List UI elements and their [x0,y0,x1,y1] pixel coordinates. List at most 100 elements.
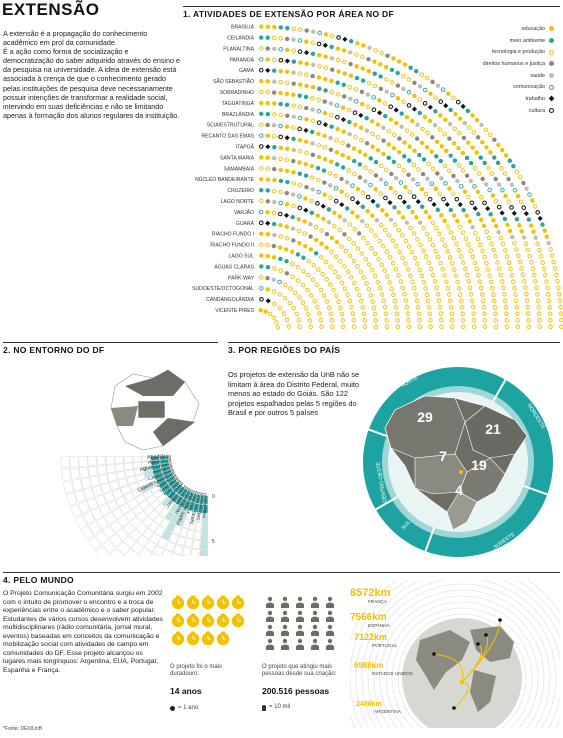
activity-dot [316,143,321,148]
activity-dot [384,167,389,173]
activity-dot [320,272,325,277]
activity-dot [384,212,389,218]
activity-dot [339,202,345,208]
activity-dot [324,231,330,237]
activity-dot [474,117,480,123]
activity-dot [485,206,491,212]
legend-item: cultura [430,105,554,117]
activity-dot [417,97,423,102]
activity-dot [440,237,445,242]
activity-dot [427,311,433,317]
activity-dot [455,178,460,184]
activity-dot [446,292,452,297]
activity-dot [456,163,462,168]
activity-dot [265,188,270,193]
activity-dot [373,233,378,238]
activity-dot [406,77,412,82]
activity-dot [348,96,353,102]
area-label: CANDANGOLÂNDIA [206,296,254,303]
activity-dot [519,229,524,234]
activity-dot [409,249,415,255]
activity-dot [451,213,457,218]
activity-dot [460,311,465,317]
activity-dot [285,179,290,185]
activity-dot [365,208,370,214]
activity-dot [305,287,310,293]
activity-dot [493,223,499,229]
activity-dot [354,286,360,292]
activity-dot [387,200,393,206]
activity-dot [304,72,309,77]
activity-dot [491,292,496,297]
activity-dot [396,163,402,169]
activity-dot [258,275,264,280]
intro-paragraph-1: A extensão é a propagação do conheciment… [3,29,148,48]
activity-dot [414,298,420,304]
area-row: CANDANGOLÂNDIA [206,296,291,331]
activity-dot [303,207,309,213]
activity-dot [364,128,370,133]
activity-dot [265,242,270,248]
world-text: O Projeto Comunicação Comunitária surgiu… [3,590,163,674]
activity-dot [329,249,334,255]
activity-dot [535,292,540,297]
activity-dot [349,275,354,280]
activity-dot [534,285,539,291]
activity-dot [504,254,510,259]
activity-dot [470,304,476,310]
activity-dot [471,130,477,135]
activity-dot [438,317,444,323]
activity-dot [278,200,284,206]
area-row: RIACHO FUNDO I [212,231,357,331]
activity-dot [381,298,386,304]
activity-dot [505,222,510,228]
legend-swatch [549,38,554,44]
activity-dot [337,227,342,233]
activity-dot [430,79,435,85]
activity-dot [433,248,438,254]
activity-dot [288,286,293,291]
activity-dot [419,186,425,192]
area-label: RECANTO DAS EMAS [201,134,254,140]
activity-dot [423,191,429,197]
activity-dot [353,134,358,140]
activity-dot [388,217,394,223]
activity-dot [365,92,370,97]
activity-dot [487,273,492,278]
clock-icons [171,595,245,646]
activity-dot [422,87,428,93]
activity-dot [499,279,505,284]
activity-dot [346,236,352,242]
activity-dot [277,245,283,250]
activity-dot [307,318,313,323]
activity-dot [354,75,360,81]
activity-dot [304,39,309,44]
activity-dot [515,318,520,323]
activity-dot [298,60,303,65]
activity-dot [484,182,489,187]
activity-dot [308,324,313,330]
activity-dot [354,99,359,104]
activity-dot [531,272,537,278]
activity-dot [389,80,395,85]
activity-dot [427,118,433,124]
activity-dot [503,153,509,158]
activity-dot [445,249,450,254]
activity-dot [395,70,400,76]
activity-dot [537,317,542,323]
activity-dot [381,138,386,143]
activity-dot [467,125,472,131]
activity-dot [435,171,440,176]
activity-dot [329,159,334,164]
activity-dot [304,61,309,66]
activity-dot [500,147,505,153]
activity-dot [371,107,377,113]
activity-dot [452,158,458,163]
activity-dot [295,264,301,270]
activity-dot [291,114,296,119]
activity-dot [278,156,283,162]
activity-dot [378,74,383,79]
activity-dot [480,140,485,145]
activity-dot [360,54,365,60]
activity-dot [477,279,483,284]
